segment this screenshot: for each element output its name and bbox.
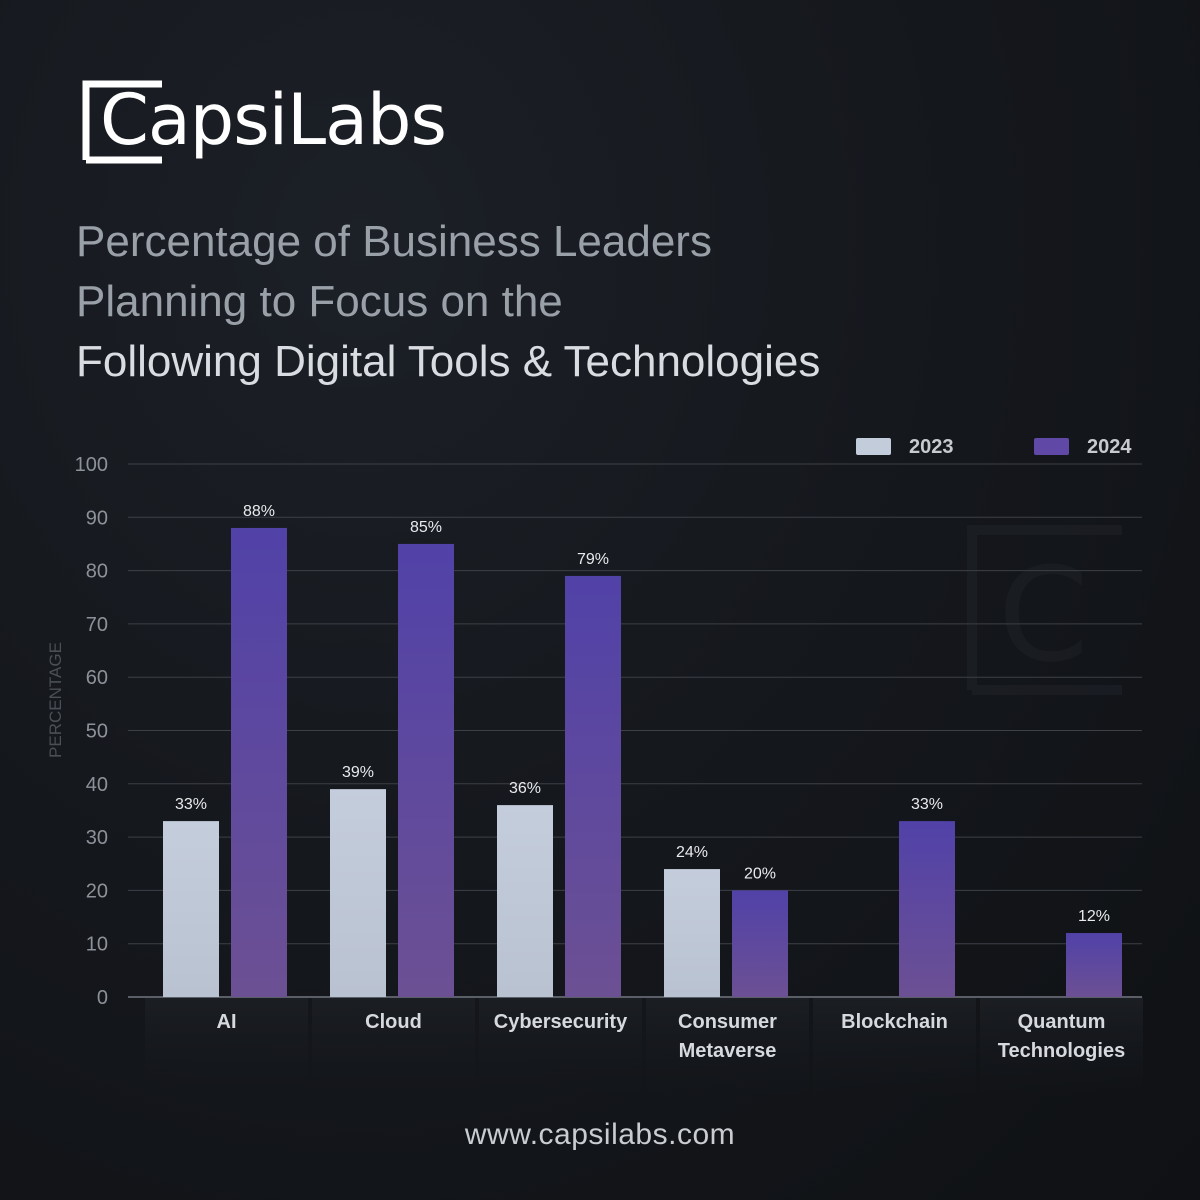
y-tick-label: 20 <box>86 880 108 902</box>
legend-swatch <box>856 438 891 455</box>
title-line: Following Digital Tools & Technologies <box>76 337 821 386</box>
data-label: 39% <box>342 764 374 781</box>
capsilabs-logo: CapsiLabs <box>78 76 498 166</box>
bar-2024 <box>1066 933 1122 997</box>
category-column-background <box>646 997 809 1097</box>
x-tick-label: Metaverse <box>679 1040 777 1062</box>
watermark-logo-icon: C <box>967 525 1122 695</box>
data-label: 12% <box>1078 908 1110 925</box>
category-column-background <box>813 997 976 1097</box>
x-tick-label: Technologies <box>998 1040 1125 1062</box>
legend-swatch <box>1034 438 1069 455</box>
title-line: Planning to Focus on the <box>76 277 563 326</box>
y-tick-label: 0 <box>97 987 108 1009</box>
data-label: 88% <box>243 503 275 520</box>
y-tick-label: 30 <box>86 827 108 849</box>
category-column-background <box>479 997 642 1097</box>
y-tick-label: 70 <box>86 614 108 636</box>
x-tick-label: Cybersecurity <box>494 1011 628 1033</box>
x-tick-label: AI <box>217 1011 237 1033</box>
data-label: 33% <box>911 796 943 813</box>
title-line: Percentage of Business Leaders <box>76 217 712 266</box>
bar-2023 <box>163 821 219 997</box>
logo-wordmark: CapsiLabs <box>100 79 447 161</box>
logo-bracket-icon <box>82 80 162 164</box>
data-label: 24% <box>676 844 708 861</box>
data-label: 85% <box>410 519 442 536</box>
bar-2024 <box>565 575 621 997</box>
website-url: www.capsilabs.com <box>464 1118 736 1151</box>
legend-label: 2023 <box>909 436 954 458</box>
bar-2024 <box>899 821 955 997</box>
bar-2023 <box>497 805 553 997</box>
x-tick-label: Consumer <box>678 1011 777 1033</box>
bar-2024 <box>231 527 287 997</box>
x-tick-label: Quantum <box>1018 1011 1106 1033</box>
data-label: 20% <box>744 865 776 882</box>
legend-label: 2024 <box>1087 436 1132 458</box>
y-tick-label: 80 <box>86 561 108 583</box>
page-title: Percentage of Business Leaders Planning … <box>76 212 1036 392</box>
data-label: 36% <box>509 780 541 797</box>
legend: 2023 2024 <box>856 436 1132 458</box>
bar-chart: C 0 10 20 30 40 50 60 70 80 90 100 33% 88% AI 39% 85% C… <box>46 436 1143 1097</box>
bar-2024 <box>398 543 454 997</box>
y-tick-label: 50 <box>86 721 108 743</box>
data-label: 79% <box>577 551 609 568</box>
data-label: 33% <box>175 796 207 813</box>
svg-text:C: C <box>998 539 1089 691</box>
y-tick-label: 60 <box>86 667 108 689</box>
category-column-background <box>145 997 308 1097</box>
category-column-background <box>312 997 475 1097</box>
y-axis-label: PERCENTAGE <box>46 642 65 758</box>
bar-2023 <box>664 869 720 997</box>
bar-2024 <box>732 890 788 997</box>
y-tick-label: 10 <box>86 934 108 956</box>
bar-2023 <box>330 789 386 997</box>
x-tick-label: Cloud <box>365 1011 422 1033</box>
y-tick-label: 40 <box>86 774 108 796</box>
y-tick-label: 100 <box>75 454 108 476</box>
x-tick-label: Blockchain <box>841 1011 948 1033</box>
category-column-background <box>980 997 1143 1097</box>
y-tick-label: 90 <box>86 507 108 529</box>
